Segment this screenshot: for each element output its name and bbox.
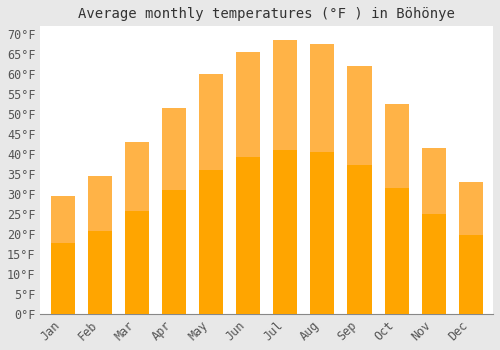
Bar xyxy=(236,52,260,314)
Bar xyxy=(199,74,223,314)
Bar xyxy=(236,52,260,157)
Bar xyxy=(50,196,74,314)
Bar xyxy=(384,104,408,188)
Bar xyxy=(88,176,112,314)
Bar xyxy=(273,40,297,314)
Bar xyxy=(88,176,112,231)
Bar xyxy=(458,182,483,314)
Bar xyxy=(422,148,446,314)
Title: Average monthly temperatures (°F ) in Böhönye: Average monthly temperatures (°F ) in Bö… xyxy=(78,7,455,21)
Bar xyxy=(124,142,149,314)
Bar xyxy=(124,142,149,211)
Bar xyxy=(384,104,408,314)
Bar xyxy=(162,108,186,314)
Bar xyxy=(348,66,372,314)
Bar xyxy=(348,66,372,165)
Bar xyxy=(422,148,446,215)
Bar xyxy=(162,108,186,190)
Bar xyxy=(310,44,334,152)
Bar xyxy=(458,182,483,235)
Bar xyxy=(273,40,297,150)
Bar xyxy=(50,196,74,243)
Bar xyxy=(310,44,334,314)
Bar xyxy=(199,74,223,170)
